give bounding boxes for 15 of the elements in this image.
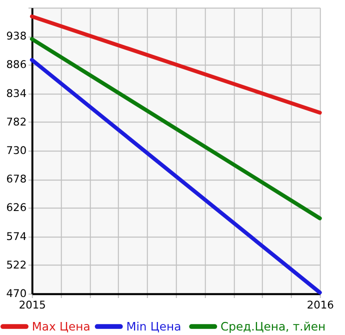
- x-tick-label: 2016: [306, 298, 334, 312]
- y-tick-label: 522: [6, 258, 27, 272]
- y-tick-label: 938: [6, 30, 27, 43]
- y-tick-label: 574: [6, 230, 27, 243]
- legend-label: Min Цена: [126, 319, 182, 334]
- y-tick-label: 470: [6, 287, 27, 300]
- y-tick-label: 834: [6, 86, 27, 100]
- y-tick-label: 886: [6, 58, 27, 72]
- y-tick-label: 730: [6, 144, 27, 158]
- y-tick-label: 678: [6, 172, 27, 186]
- x-tick-label: 2015: [18, 298, 46, 312]
- y-tick-label: 626: [6, 201, 27, 214]
- y-tick-label: 782: [6, 115, 27, 128]
- legend-label: Сред.Цена, т.йен: [220, 319, 326, 334]
- legend-label: Max Цена: [32, 319, 90, 334]
